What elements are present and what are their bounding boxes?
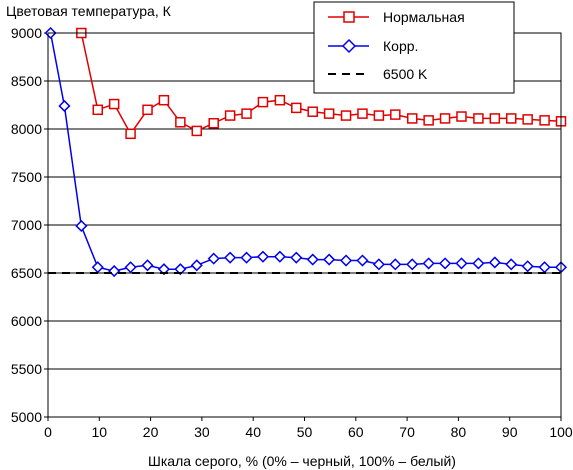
data-point bbox=[108, 98, 120, 110]
data-point bbox=[142, 104, 153, 116]
data-point bbox=[340, 110, 352, 121]
data-point bbox=[290, 251, 303, 264]
data-point bbox=[141, 259, 154, 272]
data-point bbox=[124, 261, 137, 274]
series-group bbox=[44, 26, 568, 278]
data-point bbox=[306, 253, 319, 266]
legend: Нормальная Корр. 6500 K bbox=[313, 1, 515, 94]
data-point bbox=[439, 257, 452, 270]
y-axis-label: Цветовая температура, К bbox=[6, 3, 172, 19]
legend-label-normal: Нормальная bbox=[383, 9, 465, 25]
y-tick-label: 5500 bbox=[11, 361, 42, 377]
x-tick-label: 100 bbox=[549, 424, 573, 440]
data-point bbox=[58, 99, 71, 113]
x-tick-label: 10 bbox=[92, 424, 108, 440]
data-point bbox=[323, 253, 336, 266]
data-point bbox=[108, 265, 121, 278]
data-point bbox=[356, 254, 369, 267]
data-point bbox=[489, 113, 501, 124]
plot-area-frame bbox=[47, 32, 562, 418]
data-point bbox=[406, 113, 418, 124]
data-point bbox=[339, 254, 353, 267]
data-point bbox=[472, 257, 485, 270]
x-tick-label: 60 bbox=[348, 424, 364, 440]
data-point bbox=[389, 258, 402, 271]
legend-marker-corr bbox=[341, 38, 357, 54]
legend-label-corr: Корр. bbox=[383, 38, 418, 54]
y-tick-label: 8500 bbox=[11, 73, 42, 89]
x-tick-label: 30 bbox=[194, 424, 210, 440]
data-point bbox=[455, 257, 468, 270]
data-point bbox=[91, 261, 104, 274]
data-point bbox=[224, 251, 237, 264]
y-tick-label: 6500 bbox=[11, 265, 42, 281]
data-point bbox=[291, 102, 302, 114]
legend-label-6500: 6500 K bbox=[383, 66, 428, 82]
data-point bbox=[539, 115, 550, 126]
data-point bbox=[307, 106, 318, 117]
data-point bbox=[488, 256, 501, 269]
data-point bbox=[157, 263, 170, 276]
x-tick-label: 50 bbox=[297, 424, 313, 440]
x-axis-label: Шкала серого, % (0% – черный, 100% – бел… bbox=[148, 453, 456, 469]
x-tick-label: 70 bbox=[399, 424, 415, 440]
data-point bbox=[75, 219, 88, 233]
data-point bbox=[175, 117, 186, 128]
data-point bbox=[372, 258, 385, 271]
x-tick-label: 20 bbox=[143, 424, 159, 440]
x-tick-label: 80 bbox=[451, 424, 467, 440]
data-point bbox=[256, 250, 270, 263]
y-tick-label: 7500 bbox=[11, 169, 42, 185]
legend-marker-normal bbox=[343, 11, 355, 23]
y-tick-label: 9000 bbox=[11, 25, 42, 41]
data-point bbox=[390, 109, 401, 120]
data-point bbox=[357, 108, 368, 119]
data-point bbox=[273, 250, 286, 263]
series-normal bbox=[76, 27, 567, 140]
data-point bbox=[208, 117, 219, 129]
data-point bbox=[190, 259, 203, 272]
data-point bbox=[522, 114, 533, 125]
data-point bbox=[505, 258, 518, 271]
data-point bbox=[323, 108, 335, 119]
x-tick-label: 0 bbox=[44, 424, 52, 440]
data-point bbox=[423, 115, 434, 126]
data-point bbox=[240, 251, 253, 264]
data-point bbox=[191, 125, 203, 137]
x-tick-label: 90 bbox=[502, 424, 518, 440]
data-point bbox=[473, 113, 484, 124]
data-point bbox=[406, 258, 419, 271]
data-point bbox=[224, 110, 236, 121]
data-point bbox=[257, 96, 269, 108]
y-tick-label: 6000 bbox=[11, 313, 42, 329]
data-point bbox=[538, 261, 551, 274]
y-tick-label: 5000 bbox=[11, 409, 42, 425]
data-point bbox=[422, 257, 435, 270]
y-tick-label: 7000 bbox=[11, 217, 42, 233]
data-point bbox=[505, 113, 517, 124]
data-point bbox=[158, 94, 170, 106]
data-point bbox=[174, 263, 187, 276]
data-point bbox=[439, 113, 451, 124]
data-point bbox=[125, 128, 136, 140]
data-point bbox=[274, 94, 286, 106]
data-point bbox=[207, 252, 220, 265]
data-point bbox=[456, 111, 467, 122]
ticks: 5000 5500 6000 6500 7000 7500 8000 8500 9000 0 10 2… bbox=[11, 25, 573, 440]
data-point bbox=[521, 260, 534, 273]
y-tick-label: 8000 bbox=[11, 121, 42, 137]
x-tick-label: 40 bbox=[245, 424, 261, 440]
data-point bbox=[373, 110, 385, 121]
data-point bbox=[92, 104, 104, 116]
data-point bbox=[241, 108, 252, 119]
